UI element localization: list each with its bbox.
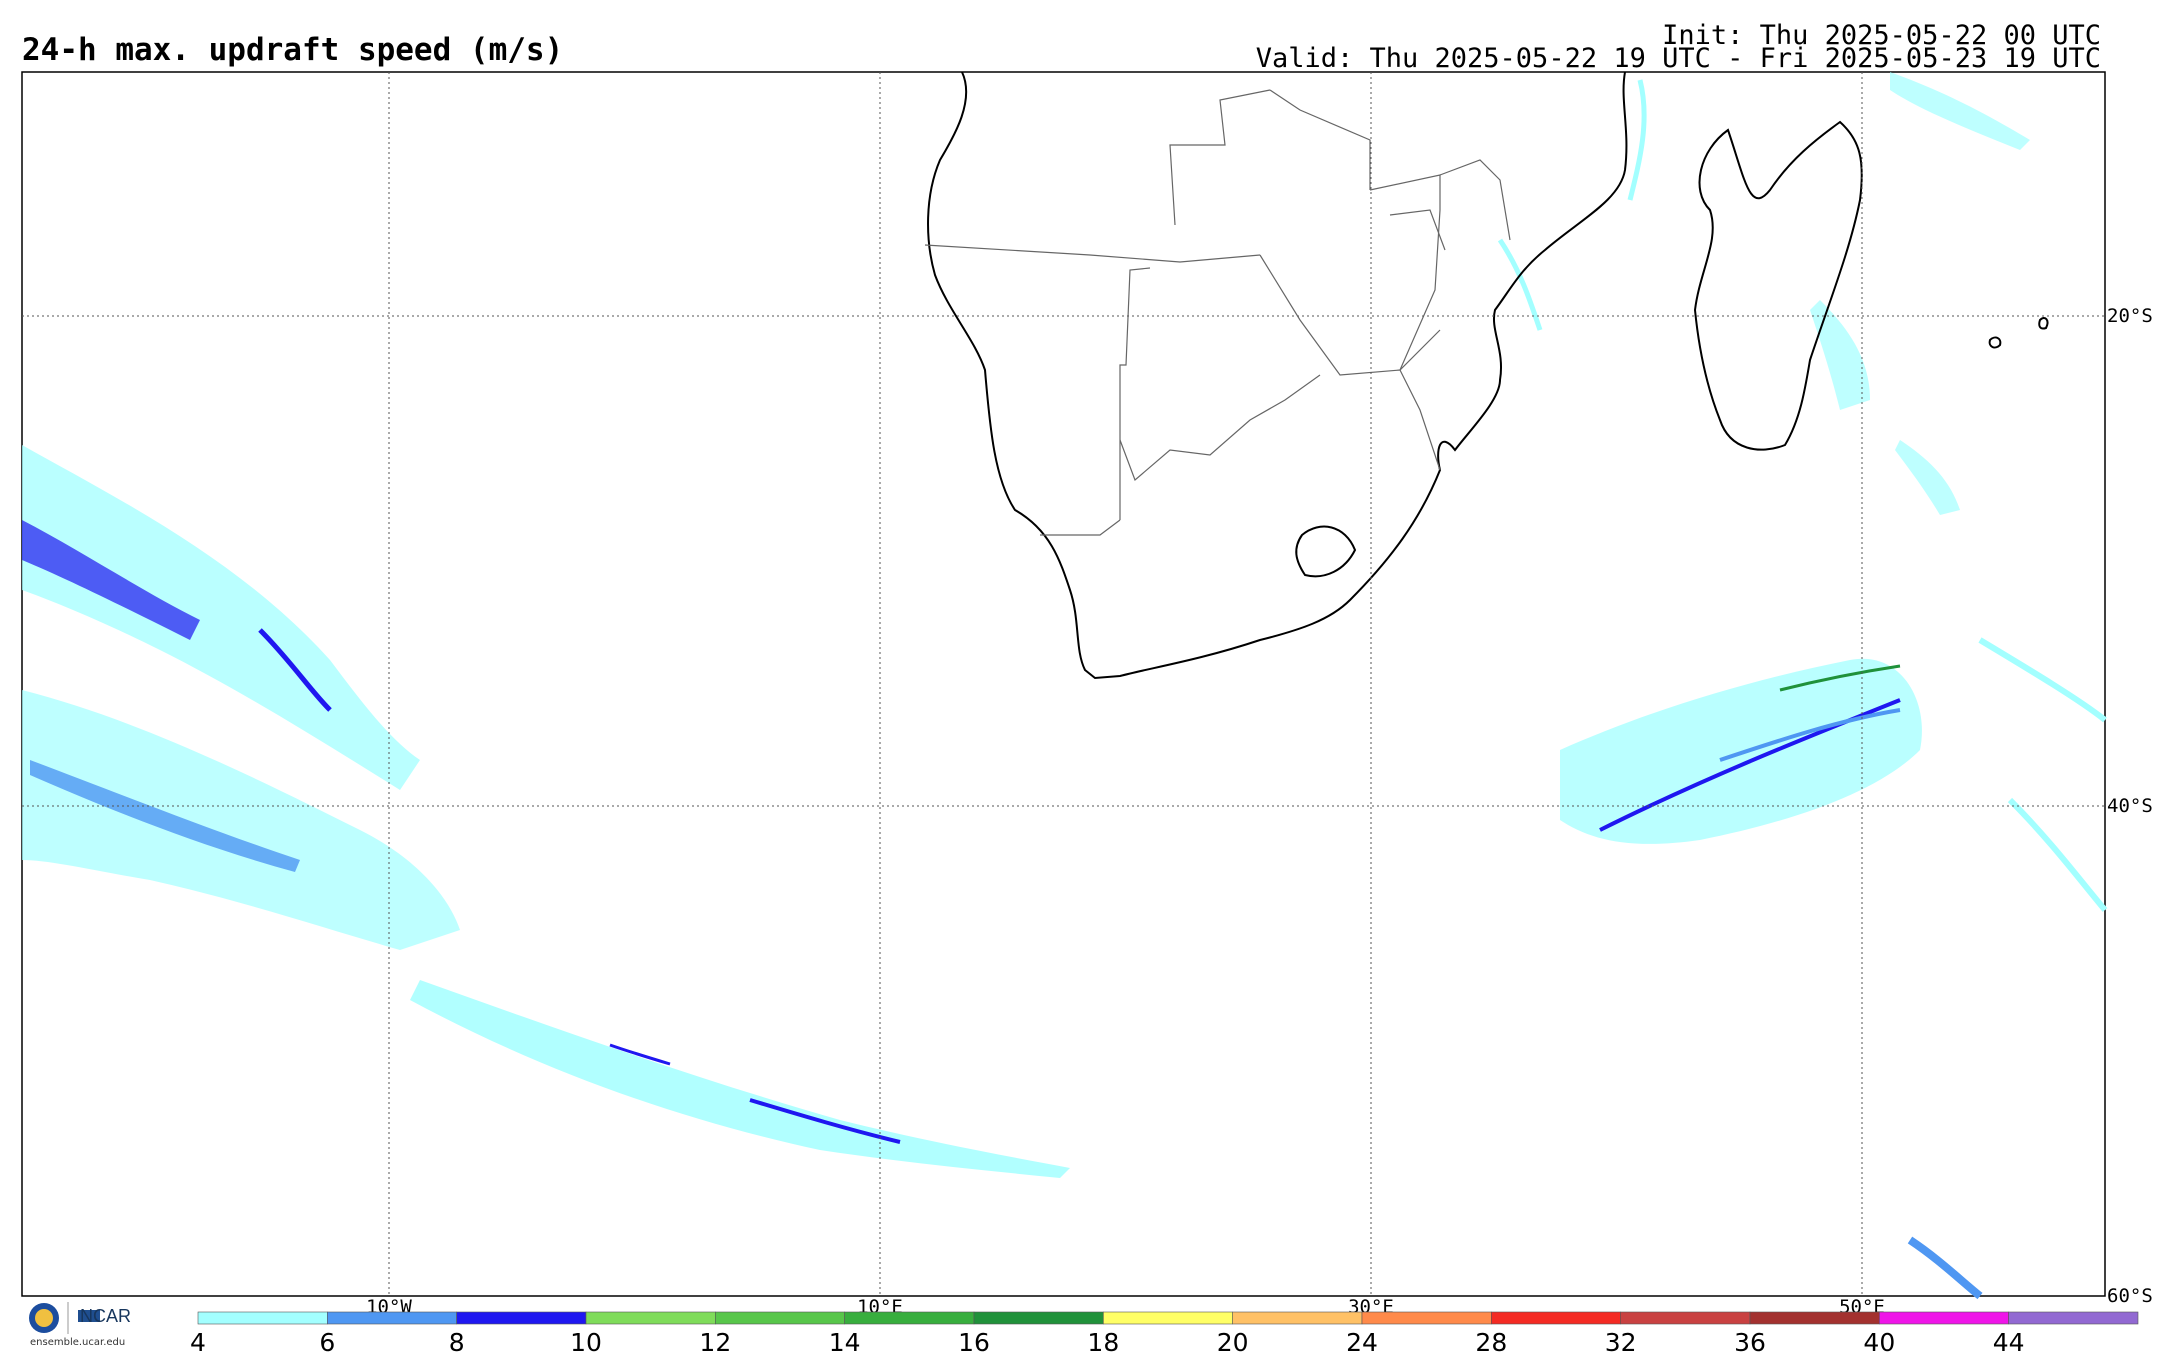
colorbar-swatch xyxy=(973,1311,1104,1325)
colorbar-tick-label: 8 xyxy=(449,1328,465,1354)
colorbar-tick-label: 40 xyxy=(1863,1328,1895,1354)
colorbar-swatch xyxy=(1361,1311,1492,1325)
colorbar-swatch xyxy=(844,1311,975,1325)
colorbar-tick-label: 32 xyxy=(1605,1328,1637,1354)
colorbar-swatch xyxy=(1103,1311,1233,1325)
colorbar-tick-label: 12 xyxy=(699,1328,731,1354)
updraft-shading-west xyxy=(22,445,460,950)
colorbar-tick-label: 20 xyxy=(1217,1328,1249,1354)
colorbar-tick-label: 24 xyxy=(1346,1328,1378,1354)
colorbar-swatch xyxy=(715,1311,845,1325)
map-title: 24-h max. updraft speed (m/s) xyxy=(22,32,564,68)
ncar-flag-icon xyxy=(78,1310,100,1322)
colorbar-swatch xyxy=(1879,1311,2009,1325)
updraft-shading-north xyxy=(1497,72,2030,515)
graticule xyxy=(22,72,2105,1296)
colorbar-swatch xyxy=(1620,1311,1751,1325)
lat-label-40s: 40°S xyxy=(2107,795,2153,817)
colorbar-swatch xyxy=(197,1311,328,1325)
colorbar-swatch xyxy=(1749,1311,1880,1325)
colorbar-tick-label: 18 xyxy=(1087,1328,1119,1354)
colorbar-swatch xyxy=(327,1311,457,1325)
colorbar-tick-label: 44 xyxy=(1993,1328,2025,1354)
colorbar-swatch xyxy=(1491,1311,1621,1325)
colorbar-tick-label: 14 xyxy=(829,1328,861,1354)
lat-label-60s: 60°S xyxy=(2107,1285,2153,1307)
colorbar: 4 6 8 10 12 14 16 18 20 24 28 32 36 40 44 xyxy=(190,1311,2139,1354)
colorbar-swatch xyxy=(585,1311,716,1325)
coastline xyxy=(927,71,2049,680)
ensemble-url: ensemble.ucar.edu xyxy=(30,1337,126,1348)
colorbar-tick-label: 6 xyxy=(319,1328,335,1354)
init-time: Init: Thu 2025-05-22 00 UTC xyxy=(1662,20,2101,51)
updraft-shading-east xyxy=(1560,637,2108,1300)
colorbar-tick-label: 10 xyxy=(570,1328,602,1354)
colorbar-tick-label: 16 xyxy=(958,1328,990,1354)
colorbar-swatch xyxy=(456,1311,587,1325)
colorbar-tick-label: 4 xyxy=(190,1328,206,1354)
colorbar-swatch xyxy=(1232,1311,1363,1325)
colorbar-swatch xyxy=(2008,1311,2139,1325)
colorbar-tick-label: 36 xyxy=(1734,1328,1766,1354)
lat-label-20s: 20°S xyxy=(2107,305,2153,327)
ncar-text: NCAR xyxy=(80,1306,132,1326)
valid-time: Valid: Thu 2025-05-22 19 UTC - Fri 2025-… xyxy=(1255,43,2101,74)
colorbar-tick-label: 28 xyxy=(1475,1328,1507,1354)
updraft-shading-south xyxy=(410,980,1070,1178)
nsf-ncar-logo xyxy=(22,1298,157,1354)
country-borders xyxy=(924,89,1511,536)
